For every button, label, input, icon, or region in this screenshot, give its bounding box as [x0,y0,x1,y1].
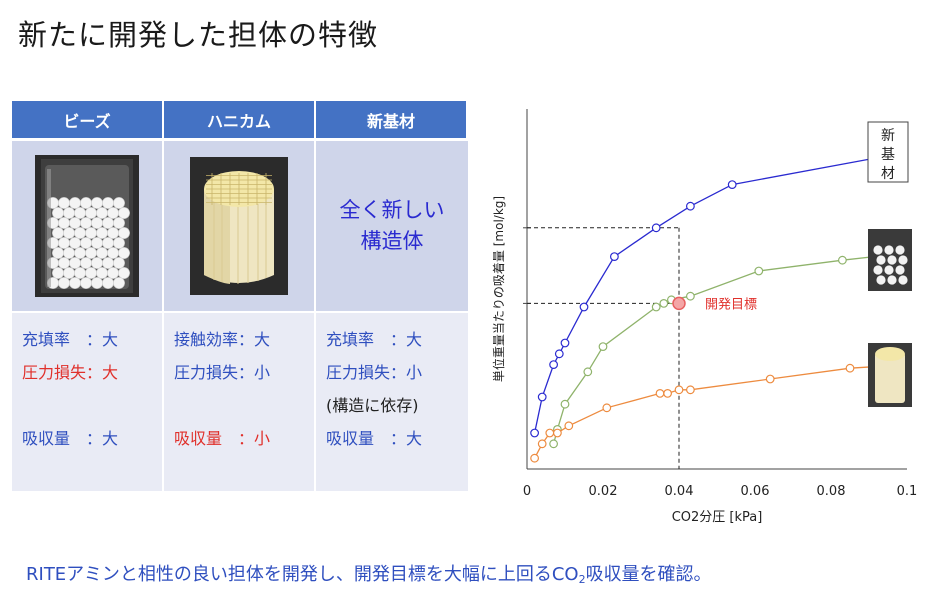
series-line-2 [534,363,908,459]
legend-char: 材 [881,166,895,182]
data-point [583,367,593,377]
x-axis-label: CO2分圧 [kPa] [672,510,763,525]
bead [887,255,897,265]
prop-line: 吸収量 ：大 [22,429,119,448]
prop-line: 圧力損失：大 [22,363,119,382]
bead [873,245,883,255]
series-line-0 [533,151,908,434]
bead [884,265,894,275]
honeycomb-photo [190,157,288,295]
x-tick-label: 0.02 [589,484,618,499]
new-material-text-line1: 全く新しい [339,198,445,222]
data-point [598,342,608,352]
adsorption-chart: 0 0.02 0.04 0.06 0.08 0.1 CO2分圧 [kPa] 単位重量当たりの吸… [491,109,918,525]
target-point [672,296,686,311]
bead [895,265,905,275]
new-material-cell: 全く新しい 構造体 [316,141,468,313]
data-point [552,428,562,438]
honeycomb-top [875,347,905,361]
data-point [560,399,570,409]
x-tick-label: 0.1 [897,484,918,499]
prop-line [22,389,162,422]
data-point [685,385,695,395]
data-point [845,363,855,373]
data-point [609,252,619,262]
data-point [685,291,695,301]
beads-photo [35,155,139,297]
y-axis-label: 単位重量当たりの吸着量 [mol/kg] [491,196,506,382]
x-tick-label: 0 [523,484,531,499]
bead [898,275,908,285]
beads-photo-cell [12,141,164,313]
x-tick-label: 0.06 [741,484,770,499]
data-point [663,389,673,398]
data-point [685,201,695,211]
header-new-material: 新基材 [316,101,468,141]
data-point [727,180,737,189]
bead [884,245,894,255]
comparison-table: ビーズ ハニカム 新基材 全く新しい 構造体 [12,101,468,491]
header-beads: ビーズ [12,101,164,141]
bead [895,245,905,255]
data-point [674,385,684,395]
footer-summary: RITEアミンと相性の良い担体を開発し、開発目標を大幅に上回るCO2吸収量を確認… [26,560,712,586]
data-point [545,428,555,438]
beads-properties: 充填率 ：大 圧力損失：大 吸収量 ：大 [12,313,164,491]
footer-subscript: 2 [578,573,586,586]
page-title: 新たに開発した担体の特徴 [18,18,379,52]
footer-text-post: 吸収量を確認。 [585,564,712,585]
prop-line: 圧力損失：小 [174,363,271,382]
data-point [754,266,764,276]
x-tick-label: 0.08 [817,484,846,499]
data-point [651,302,661,312]
data-point [838,255,847,265]
new-material-legend-box [867,121,909,183]
data-point [549,439,558,449]
prop-line: (構造に依存) [326,396,419,415]
prop-line: 接触効率：大 [174,330,271,349]
bead [876,275,886,285]
data-point [560,338,570,348]
data-point [537,392,547,402]
data-point [549,360,558,370]
new-material-text-line2: 構造体 [360,229,424,253]
honeycomb-body [875,353,905,403]
prop-line: 吸収量 ：小 [174,429,271,448]
data-point [579,302,589,312]
x-tick-label: 0.04 [665,484,694,499]
data-point [655,389,665,398]
data-point [659,298,669,308]
bead [876,255,886,265]
honeycomb-properties: 接触効率：大 圧力損失：小 吸収量 ：小 [164,313,316,491]
bead [898,255,908,265]
prop-line: 吸収量 ：大 [326,429,423,448]
data-point [530,453,539,463]
prop-line: 圧力損失：小 [326,363,423,382]
data-point [530,428,539,438]
data-point [554,349,564,359]
legend-char: 新 [881,128,895,144]
data-point [564,421,574,431]
legend-char: 基 [881,146,895,163]
data-point [651,223,661,233]
new-material-properties: 充填率 ：大 圧力損失：小 (構造に依存) 吸収量 ：大 [316,313,468,491]
target-label: 開発目標 [705,297,757,312]
header-honeycomb: ハニカム [164,101,316,141]
footer-text-pre: RITEアミンと相性の良い担体を開発し、開発目標を大幅に上回るCO [26,564,579,585]
prop-line: 充填率 ：大 [22,330,119,349]
prop-line [174,389,314,422]
data-point [602,403,612,413]
data-point [537,439,547,449]
prop-line: 充填率 ：大 [326,330,423,349]
bead [873,265,883,275]
data-point [765,374,775,384]
honeycomb-photo-cell [164,141,316,313]
bead [887,275,897,285]
